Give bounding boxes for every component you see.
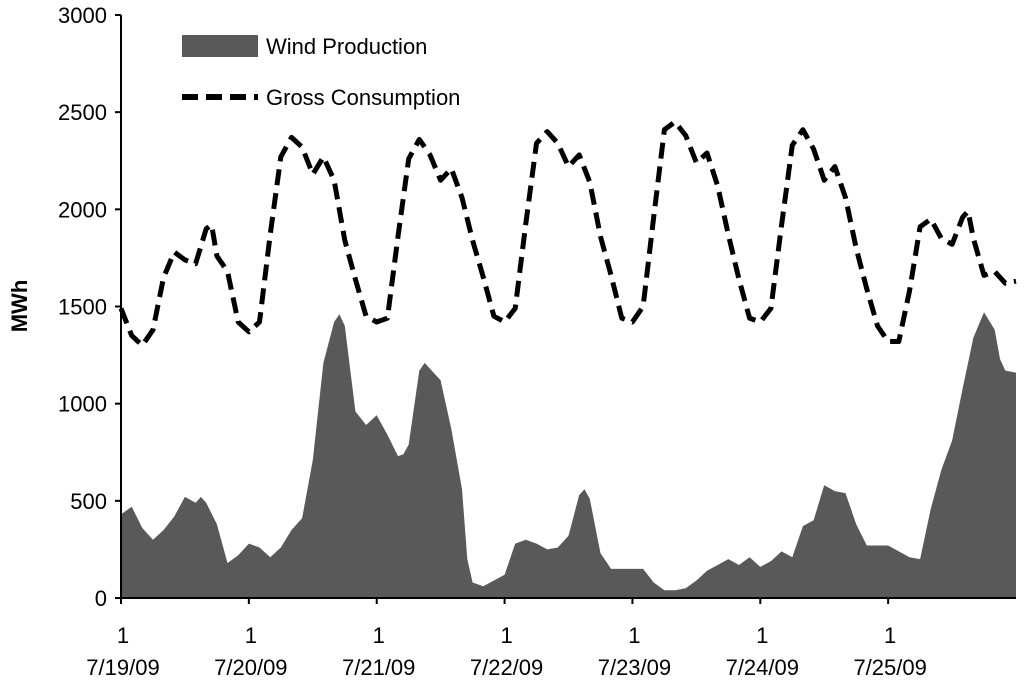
x-tick-hour-label: 1: [884, 623, 896, 648]
x-tick-hour-label: 1: [628, 623, 640, 648]
y-tick-label: 3000: [58, 3, 107, 28]
legend-consumption-label: Gross Consumption: [266, 85, 460, 110]
y-axis-title: MWh: [7, 280, 32, 333]
x-tick-date-label: 7/21/09: [342, 655, 415, 680]
y-tick-label: 0: [95, 586, 107, 611]
consumption-line-layer: [118, 119, 1017, 348]
y-tick-label: 2500: [58, 100, 107, 125]
legend-wind-label: Wind Production: [266, 34, 427, 59]
x-tick-date-label: 7/25/09: [853, 655, 926, 680]
y-tick-label: 1000: [58, 392, 107, 417]
x-tick-hour-label: 1: [245, 623, 257, 648]
x-tick-date-label: 7/23/09: [598, 655, 671, 680]
y-tick-label: 500: [70, 489, 107, 514]
wind-area-layer: [121, 312, 1016, 598]
x-tick-date-label: 7/24/09: [726, 655, 799, 680]
wind-production-area: [121, 312, 1016, 598]
x-tick-hour-label: 1: [756, 623, 768, 648]
gross-consumption-line: [118, 119, 1017, 348]
y-tick-label: 2000: [58, 197, 107, 222]
axes-layer: 0 500 1000 1500 2000 2500 3000 1 7/19/09 1 7/20/09…: [58, 3, 1016, 680]
x-tick-hour-label: 1: [117, 623, 129, 648]
legend: Wind Production Gross Consumption: [182, 34, 460, 110]
x-tick-date-label: 7/20/09: [214, 655, 287, 680]
x-tick-hour-label: 1: [500, 623, 512, 648]
y-tick-label: 1500: [58, 295, 107, 320]
x-tick-hour-label: 1: [373, 623, 385, 648]
x-tick-date-label: 7/19/09: [86, 655, 159, 680]
x-tick-date-label: 7/22/09: [470, 655, 543, 680]
legend-wind-swatch: [182, 35, 258, 57]
